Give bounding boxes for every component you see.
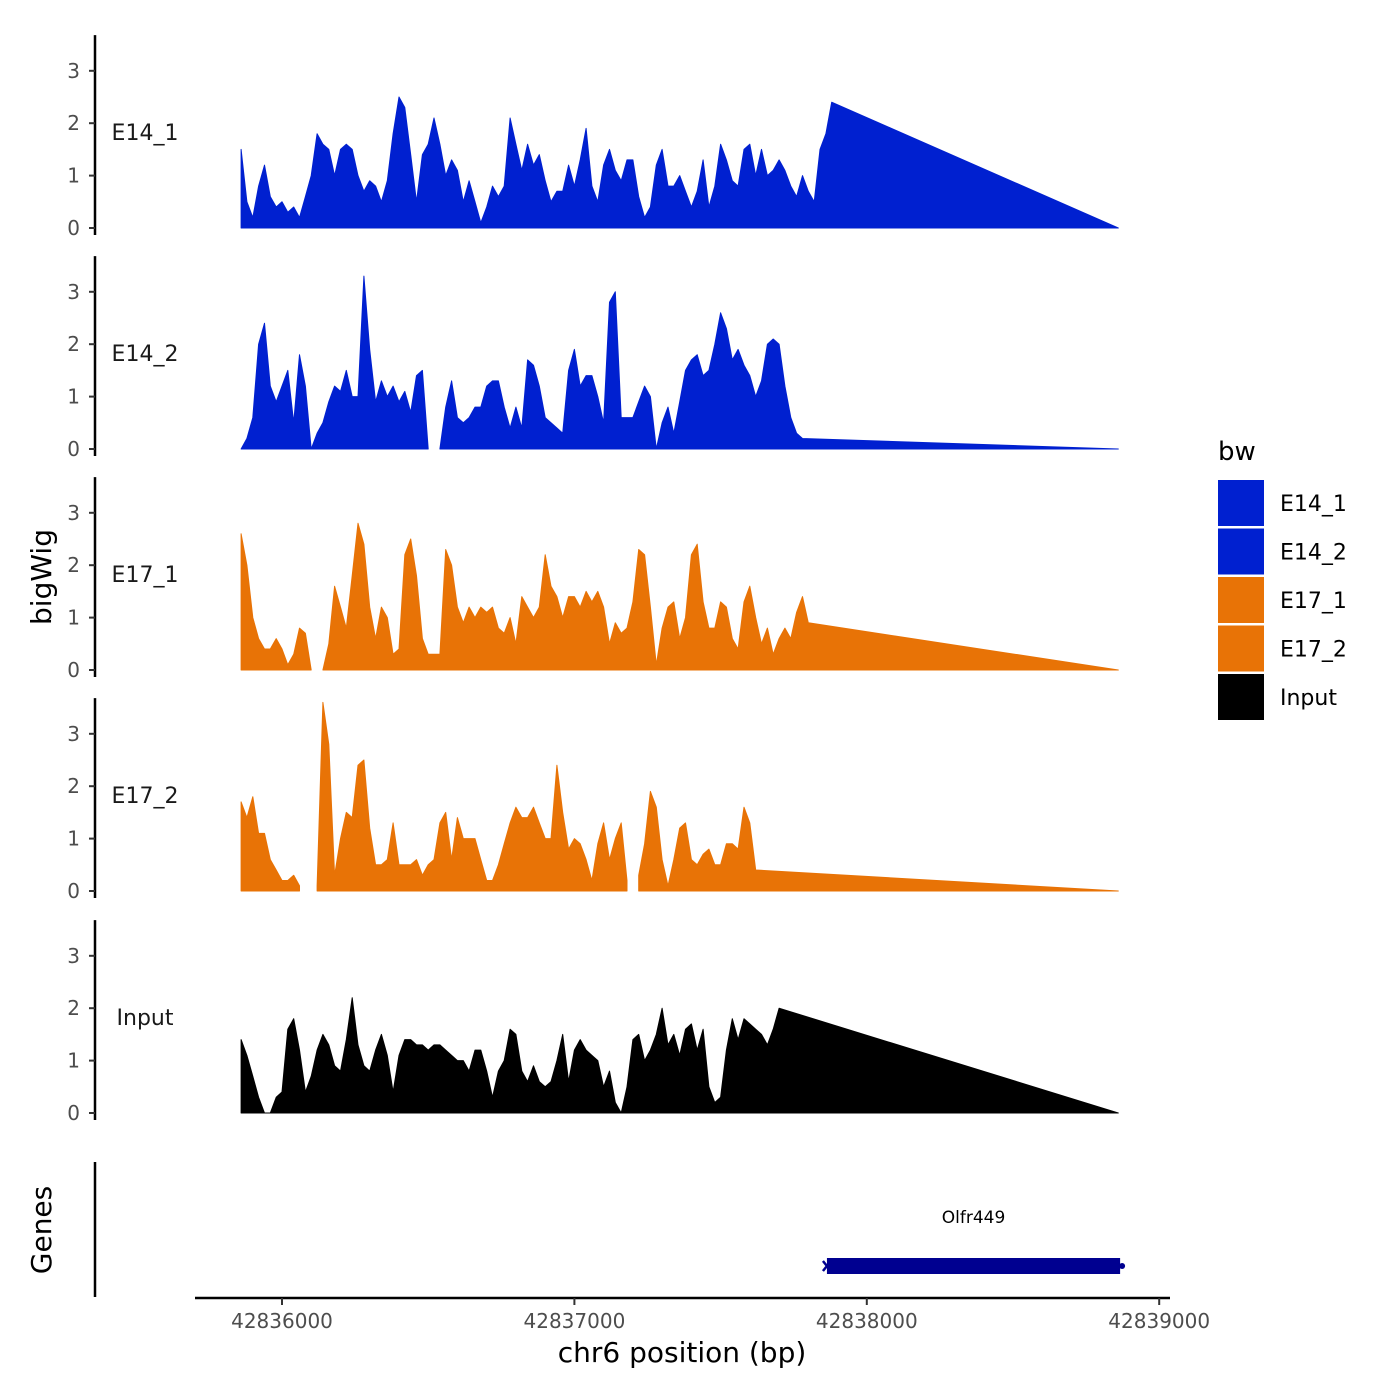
y-tick-label: 1: [67, 164, 80, 188]
y-tick-label: 3: [67, 59, 80, 83]
x-tick-label: 42836000: [231, 1309, 333, 1333]
gene-end-marker: [1119, 1263, 1126, 1269]
gene-track: Olfr449: [93, 1162, 1126, 1297]
legend-label: E14_1: [1280, 492, 1347, 517]
area-e14-1-segment-1: [240, 96, 1119, 229]
area-e17-2-segment-3: [638, 790, 1119, 892]
legend-swatch: [1218, 625, 1264, 672]
y-tick-label: 3: [67, 944, 80, 968]
y-tick-label: 1: [67, 1049, 80, 1073]
y-tick-label: 3: [67, 501, 80, 525]
y-tick-label: 2: [67, 553, 80, 577]
track-e14-1: 0 1 2 3 E14_1: [67, 35, 1119, 240]
area-e17-2-segment-2: [316, 701, 628, 892]
track-e14-2: 0 1 2 3 E14_2: [67, 256, 1119, 461]
legend-label: Input: [1280, 686, 1337, 711]
legend-entry-e17-1: E17_1: [1218, 577, 1347, 623]
legend-entry-e14-2: E14_2: [1218, 528, 1347, 575]
gene-olfr449: Olfr449: [821, 1208, 1126, 1274]
track-label: E17_2: [112, 784, 179, 809]
legend-swatch: [1218, 674, 1264, 720]
y-tick-label: 3: [67, 280, 80, 304]
track-e17-2: 0 1 2 3 E17_2: [67, 698, 1119, 903]
x-tick-label: 42839000: [1108, 1309, 1210, 1333]
x-axis-title: chr6 position (bp): [558, 1336, 807, 1369]
y-tick-label: 1: [67, 606, 80, 630]
gene-body: [826, 1258, 1121, 1274]
x-tick-label: 42837000: [524, 1309, 626, 1333]
area-input-segment-1: [240, 997, 1119, 1114]
area-e17-1-segment-1: [240, 533, 312, 671]
y-tick-label: 3: [67, 722, 80, 746]
legend-label: E17_1: [1280, 589, 1347, 614]
gene-track-title: Genes: [25, 1186, 58, 1274]
y-tick-label: 0: [67, 216, 80, 240]
y-tick-label: 2: [67, 111, 80, 135]
y-tick-label: 0: [67, 437, 80, 461]
signal-tracks: 0 1 2 3 E14_1 0 1 2 3 E14_2 0 1 2 3 E17_1 0 1 2 3 E17_2 0 1 2 3…: [67, 35, 1119, 1125]
track-input: 0 1 2 3 Input: [67, 920, 1119, 1125]
track-label: E14_1: [112, 121, 179, 146]
y-tick-label: 1: [67, 827, 80, 851]
area-e17-1-segment-2: [322, 522, 1119, 671]
legend: bw E14_1 E14_2 E17_1 E17_2 Input: [1218, 437, 1347, 720]
legend-swatch: [1218, 480, 1264, 526]
gene-start-marker: [821, 1260, 832, 1272]
x-tick-label: 42838000: [816, 1309, 918, 1333]
legend-label: E17_2: [1280, 638, 1347, 663]
y-tick-label: 1: [67, 385, 80, 409]
legend-swatch: [1218, 528, 1264, 575]
track-label: E14_2: [112, 342, 179, 367]
area-e14-2-segment-1: [240, 275, 429, 450]
legend-entry-e14-1: E14_1: [1218, 480, 1347, 526]
gene-label: Olfr449: [942, 1208, 1006, 1228]
y-tick-label: 2: [67, 774, 80, 798]
legend-title: bw: [1218, 437, 1256, 467]
track-label: Input: [117, 1006, 174, 1031]
y-tick-label: 2: [67, 996, 80, 1020]
y-tick-label: 2: [67, 332, 80, 356]
area-e14-2-segment-2: [439, 291, 1119, 450]
y-axis-title: bigWig: [25, 529, 58, 625]
legend-label: E14_2: [1280, 541, 1347, 566]
legend-entry-e17-2: E17_2: [1218, 625, 1347, 672]
track-label: E17_1: [112, 563, 179, 588]
x-axis: 42836000 42837000 42838000 42839000: [195, 1296, 1210, 1333]
y-tick-label: 0: [67, 658, 80, 682]
track-e17-1: 0 1 2 3 E17_1: [67, 477, 1119, 682]
y-tick-label: 0: [67, 1101, 80, 1125]
legend-entry-input: Input: [1218, 674, 1337, 720]
y-tick-label: 0: [67, 879, 80, 903]
legend-swatch: [1218, 577, 1264, 623]
area-e17-2-segment-1: [240, 796, 300, 892]
